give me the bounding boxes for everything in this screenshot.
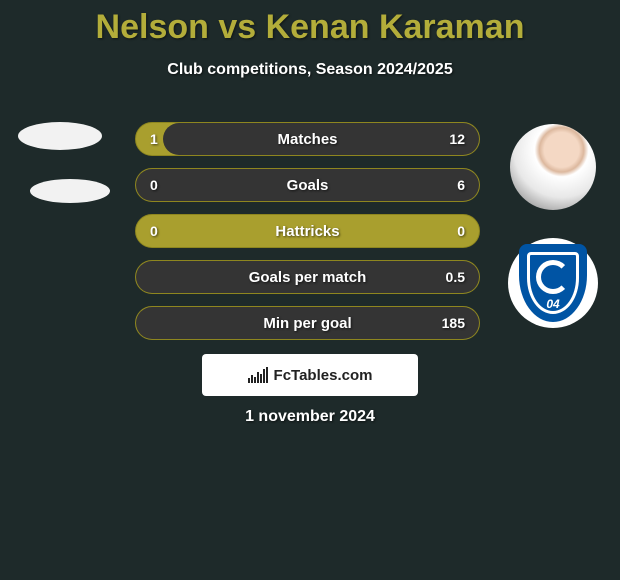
stat-right-value: 6: [457, 177, 465, 193]
page-title: Nelson vs Kenan Karaman: [0, 0, 620, 47]
stat-left-value: 0: [150, 177, 158, 193]
player-right-club-logo: 04: [508, 238, 598, 328]
stat-right-value: 12: [449, 131, 465, 147]
stat-right-value: 0: [457, 223, 465, 239]
date-text: 1 november 2024: [245, 408, 375, 426]
stat-right-value: 185: [442, 315, 465, 331]
player-left-avatar: [18, 122, 102, 150]
stat-label: Goals per match: [249, 269, 367, 286]
schalke-shield-icon: 04: [519, 244, 587, 322]
watermark: FcTables.com: [202, 354, 418, 396]
stats-container: 1 Matches 12 0 Goals 6 0 Hattricks 0 Goa…: [135, 122, 480, 352]
watermark-text: FcTables.com: [274, 367, 373, 384]
subtitle: Club competitions, Season 2024/2025: [0, 61, 620, 79]
stat-row-goals-per-match: Goals per match 0.5: [135, 260, 480, 294]
stat-label: Hattricks: [275, 223, 339, 240]
stat-label: Matches: [277, 131, 337, 148]
chart-bars-icon: [248, 367, 268, 383]
stat-left-value: 1: [150, 131, 158, 147]
stat-row-goals: 0 Goals 6: [135, 168, 480, 202]
stat-row-min-per-goal: Min per goal 185: [135, 306, 480, 340]
player-left-club-logo: [30, 179, 110, 203]
player-right-avatar: [510, 124, 596, 210]
stat-row-matches: 1 Matches 12: [135, 122, 480, 156]
stat-row-hattricks: 0 Hattricks 0: [135, 214, 480, 248]
stat-label: Goals: [287, 177, 329, 194]
stat-label: Min per goal: [263, 315, 351, 332]
stat-left-value: 0: [150, 223, 158, 239]
stat-right-value: 0.5: [446, 269, 465, 285]
